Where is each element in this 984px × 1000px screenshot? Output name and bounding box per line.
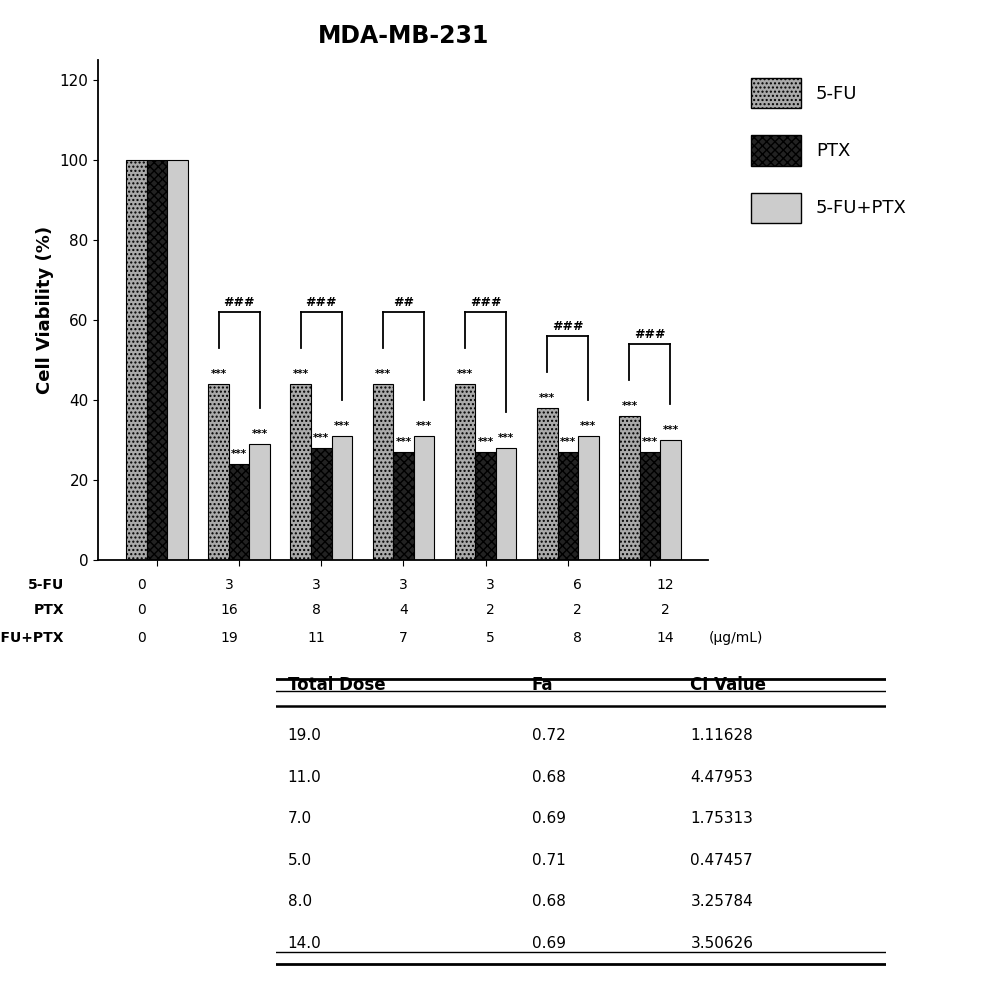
Bar — [558, 452, 578, 560]
Text: ***: *** — [457, 369, 473, 379]
Text: ###: ### — [634, 328, 666, 341]
Bar — [249, 444, 270, 560]
Text: 5.0: 5.0 — [287, 853, 312, 868]
Text: 8.0: 8.0 — [287, 894, 312, 909]
Bar — [394, 452, 413, 560]
Text: 3.50626: 3.50626 — [691, 936, 754, 951]
Text: 4: 4 — [400, 603, 407, 617]
Text: 3: 3 — [486, 578, 495, 592]
Bar — [537, 408, 558, 560]
Bar — [126, 160, 147, 560]
Text: ***: *** — [560, 437, 576, 447]
Text: 3.25784: 3.25784 — [691, 894, 753, 909]
Text: ***: *** — [396, 437, 411, 447]
Bar — [229, 464, 249, 560]
Text: 19.0: 19.0 — [287, 728, 322, 743]
Text: ***: *** — [231, 449, 247, 459]
Text: 0.69: 0.69 — [531, 936, 566, 951]
Bar — [373, 384, 394, 560]
Title: MDA-MB-231: MDA-MB-231 — [318, 24, 489, 48]
Text: 16: 16 — [220, 603, 238, 617]
Text: 0: 0 — [138, 603, 147, 617]
Text: 2: 2 — [574, 603, 583, 617]
Text: ***: *** — [662, 425, 679, 435]
Bar — [496, 448, 517, 560]
Text: 0: 0 — [138, 631, 147, 645]
Text: 14: 14 — [656, 631, 674, 645]
Text: 11: 11 — [307, 631, 325, 645]
Text: ***: *** — [252, 429, 268, 439]
Text: ***: *** — [416, 421, 432, 431]
Text: ***: *** — [581, 421, 596, 431]
Text: ***: *** — [375, 369, 391, 379]
Text: 2: 2 — [660, 603, 669, 617]
Text: 3: 3 — [400, 578, 407, 592]
Text: ***: *** — [539, 393, 555, 403]
Bar — [209, 384, 229, 560]
Bar — [332, 436, 352, 560]
Text: 2: 2 — [486, 603, 495, 617]
Text: ***: *** — [498, 433, 515, 443]
Text: 0.47457: 0.47457 — [691, 853, 753, 868]
Text: 8: 8 — [312, 603, 321, 617]
Text: 1.75313: 1.75313 — [691, 811, 753, 826]
Text: 1.11628: 1.11628 — [691, 728, 753, 743]
Y-axis label: Cell Viability (%): Cell Viability (%) — [36, 226, 54, 394]
Text: 0.68: 0.68 — [531, 770, 566, 785]
Bar — [619, 416, 640, 560]
Text: 19: 19 — [220, 631, 238, 645]
Text: 14.0: 14.0 — [287, 936, 322, 951]
Text: ***: *** — [313, 433, 330, 443]
Text: ***: *** — [292, 369, 309, 379]
Text: ###: ### — [223, 296, 255, 309]
Text: ###: ### — [469, 296, 502, 309]
Text: 6: 6 — [574, 578, 583, 592]
Legend: 5-FU, PTX, 5-FU+PTX: 5-FU, PTX, 5-FU+PTX — [742, 69, 916, 232]
Text: 3: 3 — [312, 578, 321, 592]
Bar — [640, 452, 660, 560]
Text: 5-FU+PTX: 5-FU+PTX — [0, 631, 64, 645]
Text: PTX: PTX — [33, 603, 64, 617]
Text: 7.0: 7.0 — [287, 811, 312, 826]
Text: ***: *** — [621, 401, 638, 411]
Text: ***: *** — [334, 421, 350, 431]
Bar — [167, 160, 188, 560]
Bar — [660, 440, 681, 560]
Text: ###: ### — [305, 296, 338, 309]
Bar — [413, 436, 434, 560]
Bar — [475, 452, 496, 560]
Text: 0.72: 0.72 — [531, 728, 566, 743]
Bar — [578, 436, 598, 560]
Text: 4.47953: 4.47953 — [691, 770, 753, 785]
Text: ***: *** — [211, 369, 226, 379]
Text: 7: 7 — [400, 631, 407, 645]
Text: 11.0: 11.0 — [287, 770, 322, 785]
Text: 0.69: 0.69 — [531, 811, 566, 826]
Text: ##: ## — [393, 296, 414, 309]
Bar — [311, 448, 332, 560]
Text: CI Value: CI Value — [691, 676, 767, 694]
Text: 0: 0 — [138, 578, 147, 592]
Text: 0.71: 0.71 — [531, 853, 566, 868]
Text: (μg/mL): (μg/mL) — [709, 631, 764, 645]
Text: 5-FU: 5-FU — [28, 578, 64, 592]
Bar — [290, 384, 311, 560]
Text: ***: *** — [642, 437, 658, 447]
Text: 12: 12 — [656, 578, 674, 592]
Text: 5: 5 — [486, 631, 495, 645]
Text: 3: 3 — [224, 578, 233, 592]
Text: Total Dose: Total Dose — [287, 676, 386, 694]
Bar — [455, 384, 475, 560]
Text: ###: ### — [552, 320, 584, 333]
Text: Fa: Fa — [531, 676, 553, 694]
Text: 0.68: 0.68 — [531, 894, 566, 909]
Text: ***: *** — [477, 437, 494, 447]
Text: 8: 8 — [574, 631, 583, 645]
Bar — [147, 160, 167, 560]
